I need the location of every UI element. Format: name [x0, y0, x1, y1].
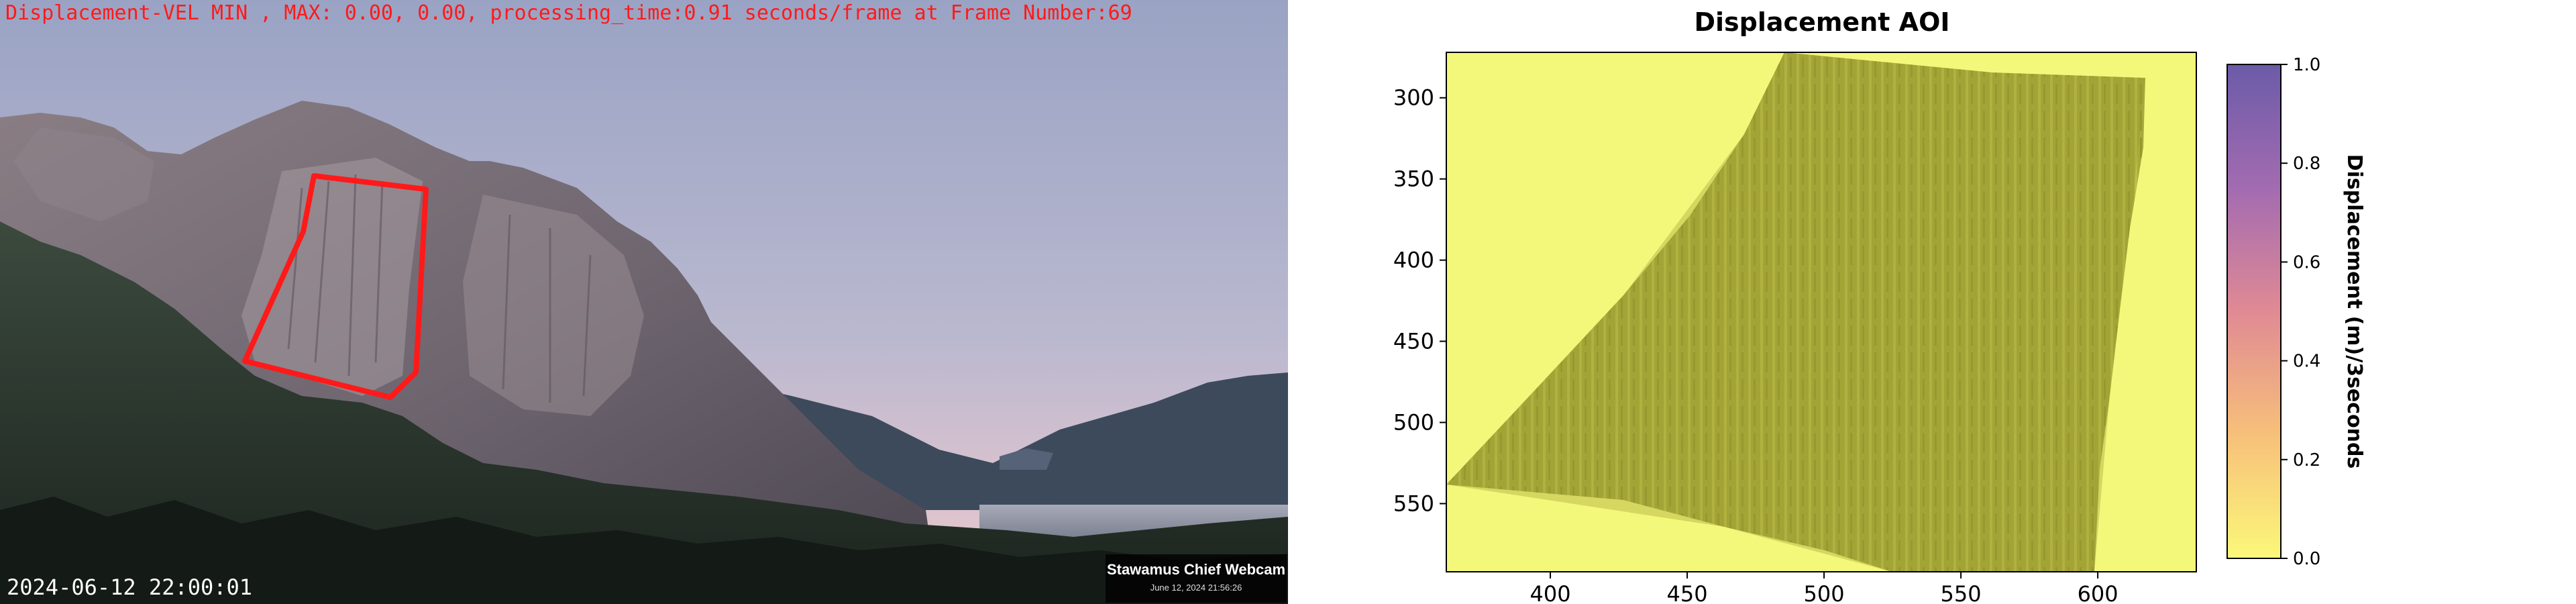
- forest: [0, 221, 1288, 604]
- colorbar-tick-label: 0.6: [2293, 252, 2320, 272]
- x-axis-ticks: 400 450 500 550 600: [1530, 572, 2118, 604]
- colorbar: 0.0 0.2 0.4 0.6 0.8 1.0 Displacement (m)/3sec…: [2226, 55, 2366, 569]
- y-tick-label: 300: [1393, 85, 1434, 111]
- x-tick-label: 400: [1530, 581, 1571, 604]
- chart-title: Displacement AOI: [1694, 7, 1949, 37]
- webcam-badge-title: Stawamus Chief Webcam: [1106, 561, 1286, 578]
- displacement-chart: Displacement AOI 400 450 500 550 600 3003504…: [1393, 7, 2366, 604]
- colorbar-ticks: 0.0 0.2 0.4 0.6 0.8 1.0: [2281, 55, 2320, 569]
- heatmap-plot-area: 400 450 500 550 600 300 350 400 450 500 550: [1393, 52, 2197, 604]
- displacement-chart-panel: Displacement AOI 400 450 500 550 600 300 350 4…: [1288, 0, 2576, 604]
- heatmap-aoi-shade: [1446, 52, 2145, 572]
- x-tick-label: 450: [1667, 581, 1708, 604]
- webcam-badge: Stawamus Chief Webcam June 12, 2024 21:5…: [1106, 554, 1287, 603]
- far-hill: [1000, 448, 1053, 470]
- colorbar-tick-label: 0.8: [2293, 154, 2320, 174]
- colorbar-tick-label: 0.4: [2293, 352, 2320, 372]
- heatmap-aoi-region: [1446, 52, 2145, 572]
- x-tick-label: 500: [1804, 581, 1845, 604]
- rock-highlight-3: [13, 128, 154, 221]
- status-overlay-text: Displacement-VEL MIN , MAX: 0.00, 0.00, …: [5, 1, 1132, 25]
- y-tick-label: 500: [1393, 409, 1434, 435]
- y-tick-label: 400: [1393, 248, 1434, 273]
- colorbar-tick-label: 0.2: [2293, 450, 2320, 470]
- y-tick-label: 350: [1393, 166, 1434, 192]
- foreground-trees: [0, 497, 1288, 604]
- colorbar-label: Displacement (m)/3seconds: [2343, 154, 2366, 469]
- webcam-frame: Displacement-VEL MIN , MAX: 0.00, 0.00, …: [0, 0, 1288, 604]
- colorbar-gradient: [2226, 64, 2282, 559]
- aoi-outline: [242, 173, 429, 400]
- webcam-scene: [0, 0, 1288, 604]
- x-tick-label: 550: [1941, 581, 1982, 604]
- x-tick-label: 600: [2078, 581, 2118, 604]
- y-axis-ticks: 300 350 400 450 500 550: [1393, 85, 1446, 516]
- y-tick-label: 450: [1393, 329, 1434, 354]
- colorbar-tick-label: 1.0: [2293, 55, 2320, 75]
- plot-frame: [1446, 52, 2197, 572]
- y-tick-label: 550: [1393, 491, 1434, 516]
- webcam-badge-date: June 12, 2024 21:56:26: [1150, 583, 1242, 593]
- colorbar-tick-label: 0.0: [2293, 549, 2320, 569]
- frame-timestamp: 2024-06-12 22:00:01: [7, 574, 253, 600]
